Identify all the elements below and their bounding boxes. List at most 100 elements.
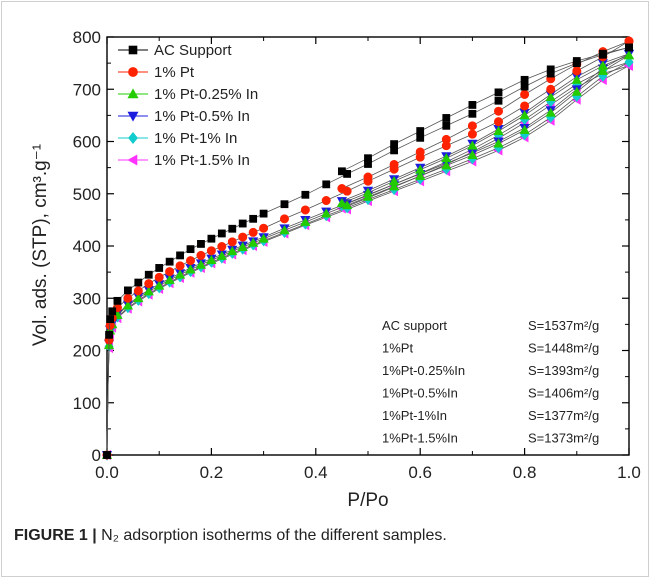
data-point-ac-support — [364, 154, 372, 163]
data-point-ac-support — [108, 307, 117, 316]
data-point-ac-support — [103, 451, 111, 459]
data-point-1-pt-0-25-in — [388, 175, 400, 186]
data-point-1-pt — [441, 134, 451, 144]
data-point-ac-support — [520, 75, 529, 84]
data-point-1-pt-0-25-in — [321, 208, 332, 218]
data-point-1-pt — [389, 159, 399, 169]
series-line-1-pt-0-25-in-desorption — [341, 54, 630, 204]
y-tick-label: 500 — [73, 185, 101, 204]
data-point-ac-support — [442, 114, 451, 122]
data-point-1-pt-0-25-in — [519, 110, 530, 120]
data-point-1-pt-0-25-in — [237, 241, 248, 251]
data-point-1-pt — [415, 147, 425, 157]
data-point-1-pt-0-25-in — [133, 293, 144, 303]
data-point-ac-support — [416, 127, 425, 135]
data-point-1-pt — [123, 293, 133, 303]
data-point-1-pt-0-25-in — [415, 164, 426, 174]
data-point-1-pt — [467, 129, 477, 139]
data-point-ac-support — [322, 180, 331, 189]
y-tick-label: 600 — [73, 133, 101, 152]
x-tick-label: 0.8 — [513, 463, 537, 482]
data-point-1-pt — [248, 227, 258, 237]
data-point-ac-support — [249, 214, 258, 223]
data-point-ac-support — [197, 240, 205, 248]
data-point-1-pt-0-25-in — [216, 250, 227, 260]
y-tick-label: 700 — [73, 80, 101, 99]
data-point-1-pt-0-25-in — [571, 86, 582, 96]
data-point-1-pt-0-25-in — [571, 74, 582, 84]
data-point-ac-support — [468, 101, 477, 109]
data-point-1-pt-0-25-in — [195, 259, 207, 269]
series-line-ac-support-desorption — [341, 47, 630, 172]
series-line-1-pt-desorption — [341, 40, 630, 189]
y-tick-label: 800 — [73, 28, 101, 47]
x-axis-title: P/Po — [347, 490, 388, 511]
data-point-ac-support — [155, 264, 164, 272]
annotation-surface-area: S=1393m²/g — [528, 363, 599, 378]
data-point-1-pt-0-25-in — [258, 233, 269, 243]
x-tick-label: 1.0 — [617, 463, 641, 482]
legend-label-1-pt-0-25-in: 1% Pt-0.25% In — [154, 86, 258, 103]
data-point-ac-support — [105, 330, 113, 339]
data-point-ac-support — [416, 133, 425, 142]
series-line-1-pt-1-5-in-desorption — [341, 65, 630, 209]
annotation-surface-area: S=1377m²/g — [528, 408, 599, 423]
series-line-1-pt-1-in-desorption — [341, 61, 630, 207]
data-point-1-pt — [321, 196, 331, 206]
legend-marker-1-pt-1-5-in — [127, 154, 138, 166]
data-point-1-pt-0-25-in — [597, 65, 609, 75]
annotation-sample: 1%Pt — [382, 341, 413, 356]
data-point-1-pt-0-25-in — [300, 216, 311, 226]
data-point-1-pt-0-25-in — [441, 160, 452, 170]
data-point-ac-support — [113, 296, 122, 305]
data-point-ac-support — [217, 229, 226, 238]
y-tick-label: 200 — [73, 342, 101, 361]
data-point-ac-support — [165, 257, 174, 266]
data-point-ac-support — [390, 140, 398, 149]
data-point-1-pt-0-25-in — [206, 254, 217, 265]
data-point-ac-support — [520, 82, 529, 91]
data-point-1-pt — [300, 205, 310, 215]
data-point-1-pt-0-25-in — [185, 264, 196, 274]
data-point-1-pt — [520, 89, 530, 99]
data-point-ac-support — [186, 245, 195, 254]
data-point-ac-support — [259, 209, 268, 218]
data-point-1-pt — [154, 272, 164, 282]
data-point-1-pt-0-25-in — [623, 50, 635, 60]
data-point-1-pt-0-25-in — [143, 286, 154, 296]
data-point-1-pt — [467, 121, 477, 131]
y-tick-label: 0 — [92, 446, 101, 465]
data-point-1-pt-0-25-in — [545, 107, 556, 117]
legend-label-ac-support: AC Support — [154, 42, 232, 59]
data-point-1-pt-0-25-in — [441, 153, 452, 163]
data-point-1-pt — [546, 84, 556, 94]
data-point-ac-support — [468, 109, 477, 118]
data-point-1-pt — [196, 250, 206, 260]
data-point-1-pt-0-25-in — [519, 124, 530, 134]
data-point-ac-support — [301, 190, 310, 199]
data-point-1-pt-0-25-in — [248, 237, 259, 247]
legend-marker-1-pt-0-5-in — [127, 111, 139, 122]
data-point-ac-support — [228, 224, 237, 233]
data-point-ac-support — [494, 88, 503, 97]
data-point-1-pt — [337, 184, 347, 194]
data-point-1-pt-0-25-in — [122, 300, 133, 310]
caption-label: FIGURE 1 | — [14, 527, 97, 544]
data-point-1-pt — [363, 172, 373, 182]
data-point-1-pt-0-25-in — [388, 181, 400, 191]
y-tick-label: 400 — [73, 237, 101, 256]
annotation-sample: 1%Pt-0.5%In — [382, 386, 458, 401]
data-point-ac-support — [572, 57, 581, 65]
data-point-1-pt — [259, 223, 269, 233]
data-point-ac-support — [442, 121, 451, 130]
data-point-ac-support — [280, 200, 289, 209]
data-point-ac-support — [494, 96, 503, 105]
data-point-1-pt-0-25-in — [154, 280, 165, 290]
legend-label-1-pt-1-5-in: 1% Pt-1.5% In — [154, 152, 250, 169]
data-point-1-pt — [279, 214, 289, 224]
figure-caption: FIGURE 1 | N₂ adsorption isotherms of th… — [14, 527, 447, 545]
data-point-1-pt-0-25-in — [174, 269, 186, 279]
data-point-ac-support — [238, 219, 247, 228]
data-point-1-pt-0-25-in — [493, 125, 504, 135]
